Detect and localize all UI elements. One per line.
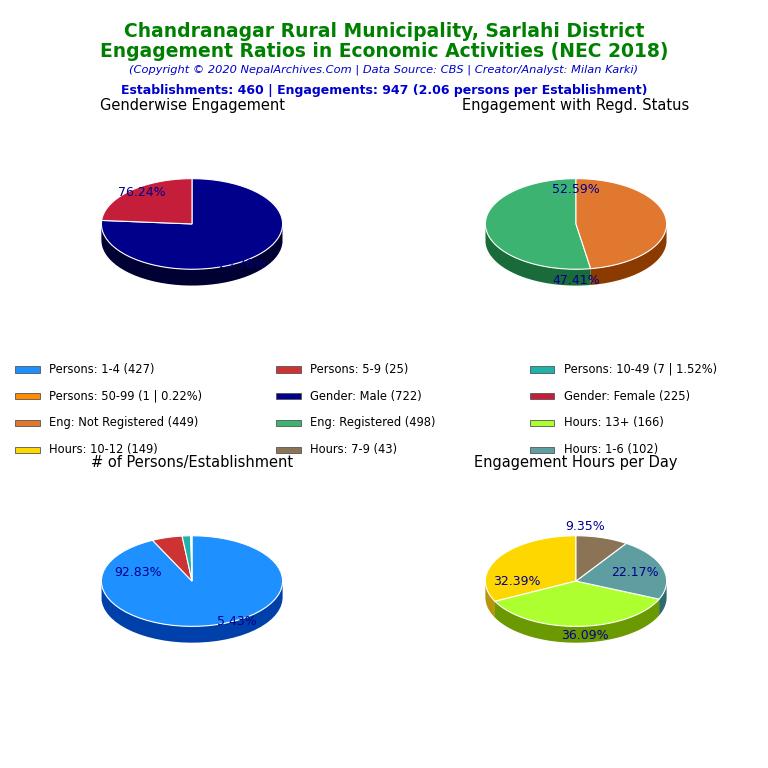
FancyBboxPatch shape	[276, 366, 301, 372]
Text: Hours: 13+ (166): Hours: 13+ (166)	[564, 416, 664, 429]
Text: Persons: 5-9 (25): Persons: 5-9 (25)	[310, 363, 409, 376]
Text: Eng: Registered (498): Eng: Registered (498)	[310, 416, 435, 429]
FancyBboxPatch shape	[530, 393, 554, 399]
Polygon shape	[153, 536, 192, 581]
Polygon shape	[101, 581, 283, 643]
Text: 32.39%: 32.39%	[493, 574, 541, 588]
Polygon shape	[485, 536, 576, 601]
Text: 92.83%: 92.83%	[114, 565, 161, 578]
FancyBboxPatch shape	[15, 420, 40, 426]
Text: Chandranagar Rural Municipality, Sarlahi District: Chandranagar Rural Municipality, Sarlahi…	[124, 22, 644, 41]
Text: Engagement Ratios in Economic Activities (NEC 2018): Engagement Ratios in Economic Activities…	[100, 42, 668, 61]
Polygon shape	[495, 599, 659, 643]
FancyBboxPatch shape	[276, 393, 301, 399]
Text: 52.59%: 52.59%	[552, 183, 600, 196]
Text: Gender: Male (722): Gender: Male (722)	[310, 389, 422, 402]
Polygon shape	[182, 536, 192, 581]
FancyBboxPatch shape	[530, 420, 554, 426]
Text: 47.41%: 47.41%	[552, 273, 600, 286]
Text: Establishments: 460 | Engagements: 947 (2.06 persons per Establishment): Establishments: 460 | Engagements: 947 (…	[121, 84, 647, 97]
Text: Persons: 50-99 (1 | 0.22%): Persons: 50-99 (1 | 0.22%)	[49, 389, 202, 402]
Polygon shape	[101, 224, 283, 286]
Text: 22.17%: 22.17%	[611, 565, 659, 578]
Title: Engagement with Regd. Status: Engagement with Regd. Status	[462, 98, 690, 113]
FancyBboxPatch shape	[276, 420, 301, 426]
Polygon shape	[101, 179, 192, 224]
Text: Persons: 10-49 (7 | 1.52%): Persons: 10-49 (7 | 1.52%)	[564, 363, 717, 376]
FancyBboxPatch shape	[530, 366, 554, 372]
Text: Gender: Female (225): Gender: Female (225)	[564, 389, 690, 402]
Polygon shape	[591, 226, 667, 285]
Polygon shape	[576, 536, 626, 581]
Text: Hours: 7-9 (43): Hours: 7-9 (43)	[310, 443, 397, 456]
FancyBboxPatch shape	[15, 393, 40, 399]
Text: 23.76%: 23.76%	[218, 258, 266, 271]
Polygon shape	[485, 582, 495, 617]
Text: Hours: 10-12 (149): Hours: 10-12 (149)	[49, 443, 158, 456]
FancyBboxPatch shape	[530, 447, 554, 452]
Polygon shape	[659, 581, 667, 615]
Polygon shape	[576, 179, 667, 269]
Polygon shape	[101, 536, 283, 627]
Text: Hours: 1-6 (102): Hours: 1-6 (102)	[564, 443, 658, 456]
Text: 5.43%: 5.43%	[217, 615, 257, 628]
Title: Engagement Hours per Day: Engagement Hours per Day	[475, 455, 677, 470]
Polygon shape	[576, 543, 667, 599]
FancyBboxPatch shape	[15, 366, 40, 372]
Text: Persons: 1-4 (427): Persons: 1-4 (427)	[49, 363, 154, 376]
Polygon shape	[101, 179, 283, 270]
Title: Genderwise Engagement: Genderwise Engagement	[100, 98, 284, 113]
Text: Eng: Not Registered (449): Eng: Not Registered (449)	[49, 416, 198, 429]
Title: # of Persons/Establishment: # of Persons/Establishment	[91, 455, 293, 470]
Text: 9.35%: 9.35%	[565, 520, 605, 533]
Text: (Copyright © 2020 NepalArchives.Com | Data Source: CBS | Creator/Analyst: Milan : (Copyright © 2020 NepalArchives.Com | Da…	[130, 65, 638, 75]
Text: 76.24%: 76.24%	[118, 186, 166, 199]
Polygon shape	[190, 536, 192, 581]
FancyBboxPatch shape	[15, 447, 40, 452]
FancyBboxPatch shape	[276, 447, 301, 452]
Polygon shape	[495, 581, 659, 627]
Polygon shape	[485, 227, 591, 286]
Polygon shape	[485, 179, 591, 270]
Text: 36.09%: 36.09%	[561, 629, 609, 642]
